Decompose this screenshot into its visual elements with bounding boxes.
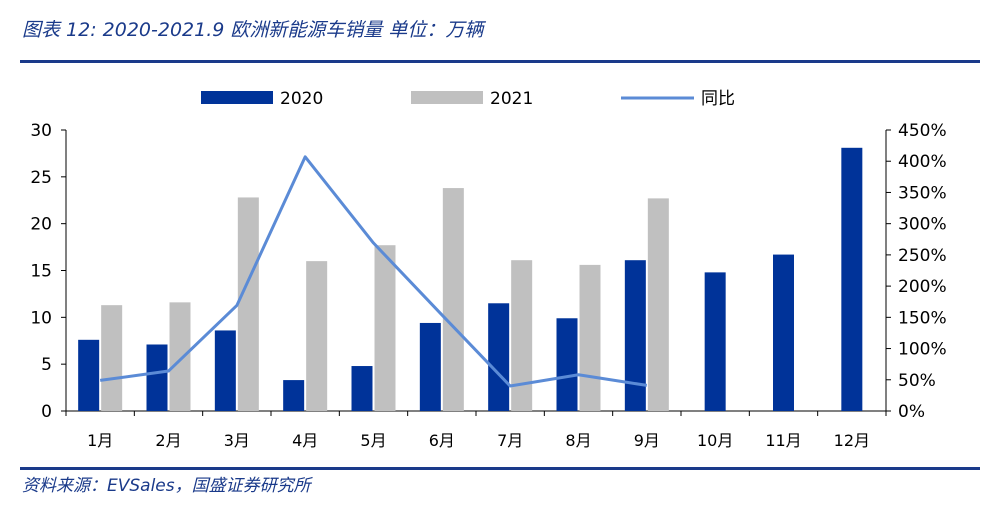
legend-label-2021: 2021: [490, 89, 533, 109]
y-tick-label: 15: [30, 262, 52, 282]
y2-tick-label: 100%: [898, 340, 947, 360]
source-divider: [20, 467, 980, 470]
bar-2021: [511, 260, 533, 411]
bar-2021: [579, 264, 601, 411]
x-tick-label: 10月: [697, 431, 733, 450]
y-tick-label: 20: [30, 215, 52, 235]
y2-tick-label: 250%: [898, 246, 947, 266]
bar-2020: [283, 380, 305, 411]
bar-2020: [704, 272, 726, 411]
y2-tick-label: 0%: [898, 402, 925, 422]
x-tick-label: 3月: [224, 431, 250, 450]
x-tick-label: 8月: [565, 431, 591, 450]
x-tick-label: 5月: [360, 431, 386, 450]
x-tick-label: 12月: [834, 431, 870, 450]
bar-2020: [624, 260, 646, 411]
x-tick-label: 11月: [765, 431, 801, 450]
title-divider: [20, 60, 980, 63]
y2-tick-label: 200%: [898, 277, 947, 297]
bar-2020: [556, 318, 578, 411]
legend-label-2020: 2020: [280, 89, 323, 109]
y-tick-label: 10: [30, 308, 52, 328]
bar-2020: [488, 303, 510, 411]
legend-swatch-2020: [201, 91, 273, 104]
legend-label-yoy: 同比: [701, 89, 735, 109]
y-tick-label: 5: [41, 355, 52, 375]
bar-2020: [419, 322, 441, 411]
bar-2021: [237, 197, 259, 411]
chart-title: 图表 12: 2020-2021.9 欧洲新能源车销量 单位：万辆: [22, 19, 484, 41]
bar-2021: [647, 198, 669, 411]
y2-tick-label: 450%: [898, 121, 947, 141]
x-tick-label: 2月: [155, 431, 181, 450]
y-tick-label: 30: [30, 121, 52, 141]
bar-2021: [306, 261, 328, 411]
bar-2020: [214, 330, 236, 411]
y-tick-label: 25: [30, 168, 52, 188]
bar-2021: [374, 245, 396, 411]
x-tick-label: 6月: [429, 431, 455, 450]
x-tick-label: 1月: [87, 431, 113, 450]
y2-tick-label: 400%: [898, 152, 947, 172]
bar-2020: [146, 344, 168, 411]
bar-2020: [351, 366, 373, 411]
bar-2021: [169, 302, 191, 411]
y-tick-label: 0: [41, 402, 52, 422]
y2-tick-label: 300%: [898, 215, 947, 235]
y2-tick-label: 350%: [898, 183, 947, 203]
bar-2021: [101, 305, 123, 411]
x-tick-label: 4月: [292, 431, 318, 450]
bar-2021: [442, 188, 464, 411]
y2-tick-label: 150%: [898, 308, 947, 328]
bar-2020: [841, 147, 863, 411]
source-note: 资料来源：EVSales，国盛证券研究所: [22, 476, 311, 496]
bar-2020: [78, 339, 100, 411]
bar-2020: [773, 254, 794, 411]
legend-swatch-2021: [411, 91, 483, 104]
x-tick-label: 9月: [634, 431, 660, 450]
x-tick-label: 7月: [497, 431, 523, 450]
y2-tick-label: 50%: [898, 371, 936, 391]
